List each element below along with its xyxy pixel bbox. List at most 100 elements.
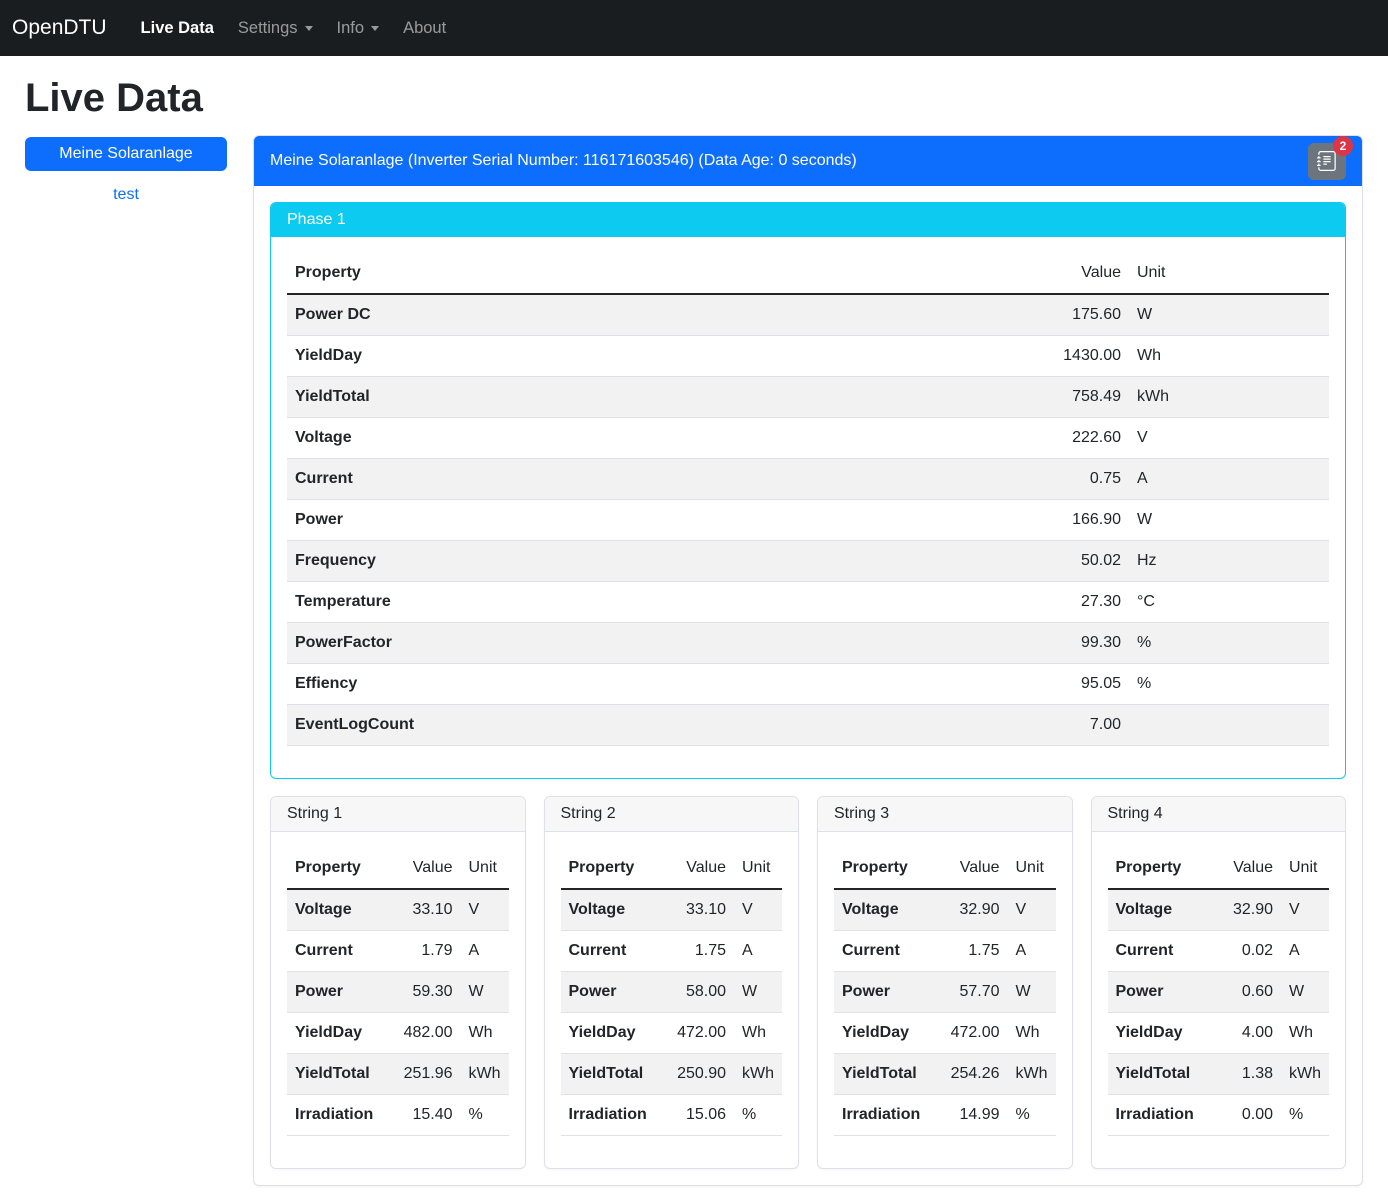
unit-cell: V <box>734 889 782 931</box>
eventlog-button[interactable]: 2 <box>1308 135 1353 180</box>
value-cell: 33.10 <box>386 889 461 931</box>
table-row: Current 1.79 A <box>287 930 509 972</box>
table-row: Power 57.70 W <box>834 971 1056 1013</box>
unit-cell: kWh <box>734 1053 782 1095</box>
nav-item-settings[interactable]: Settings <box>230 11 321 46</box>
table-row: YieldTotal 758.49 kWh <box>287 376 1329 418</box>
unit-cell: A <box>1129 458 1329 500</box>
test-inverter-link[interactable]: test <box>113 186 139 203</box>
property-cell: Current <box>560 930 660 972</box>
chevron-down-icon <box>304 25 313 31</box>
value-cell: 0.75 <box>1019 458 1129 500</box>
property-cell: Current <box>834 930 934 972</box>
column-header-value: Value <box>660 848 734 890</box>
unit-cell: V <box>1129 417 1329 459</box>
chevron-down-icon <box>371 25 380 31</box>
string-table-body: Voltage 33.10 V Current 1.79 A Power 59.30 W Yiel… <box>287 889 509 1136</box>
unit-cell: Wh <box>734 1012 782 1054</box>
main-content: Meine Solaranlage (Inverter Serial Numbe… <box>253 135 1363 1186</box>
unit-cell: Hz <box>1129 540 1329 582</box>
unit-cell: W <box>734 971 782 1013</box>
unit-cell: A <box>734 930 782 972</box>
inverter-select-button[interactable]: Meine Solaranlage <box>25 137 227 171</box>
table-row: Irradiation 14.99% <box>834 1094 1056 1136</box>
property-cell: Voltage <box>560 889 660 931</box>
property-cell: Voltage <box>1107 889 1207 931</box>
unit-cell: V <box>1281 889 1329 931</box>
table-row: YieldTotal 250.90 kWh <box>560 1053 782 1095</box>
property-cell: Irradiation <box>1107 1094 1207 1136</box>
value-cell: 15.06 <box>660 1094 734 1136</box>
property-cell: Irradiation <box>287 1094 387 1136</box>
value-cell: 27.30 <box>1019 581 1129 623</box>
string-card-body: Property Value Unit Voltage 33.10 V Current… <box>545 832 799 1168</box>
table-row: YieldTotal 254.26 kWh <box>834 1053 1056 1095</box>
column-header-property: Property <box>287 253 1019 295</box>
value-cell: 250.90 <box>660 1053 734 1095</box>
string-table: Property Value Unit Voltage 32.90 V Current… <box>834 848 1056 1136</box>
unit-cell <box>1129 704 1329 746</box>
phase-card-title: Phase 1 <box>271 203 1345 237</box>
table-row: PowerFactor 99.30% <box>287 622 1329 664</box>
unit-cell: kWh <box>460 1053 509 1095</box>
value-cell: 472.00 <box>933 1012 1008 1054</box>
property-cell: YieldTotal <box>287 376 1019 418</box>
property-cell: Current <box>1107 930 1207 972</box>
value-cell: 1.79 <box>386 930 461 972</box>
value-cell: 1.38 <box>1207 1053 1281 1095</box>
property-cell: Power DC <box>287 294 1019 336</box>
property-cell: YieldTotal <box>1107 1053 1207 1095</box>
table-row: Effiency 95.05% <box>287 663 1329 705</box>
table-row: YieldDay 1430.00 Wh <box>287 335 1329 377</box>
nav-item-info[interactable]: Info <box>329 11 388 46</box>
property-cell: Irradiation <box>834 1094 934 1136</box>
table-header-row: Property Value Unit <box>287 253 1329 295</box>
table-row: Power 166.90 W <box>287 499 1329 541</box>
unit-cell: Wh <box>1281 1012 1329 1054</box>
property-cell: Frequency <box>287 540 1019 582</box>
phase-table: Property Value Unit Power DC 175.60 W Yield… <box>287 253 1329 746</box>
value-cell: 0.00 <box>1207 1094 1281 1136</box>
nav-item-label: Live Data <box>140 18 214 37</box>
table-row: YieldDay 4.00 Wh <box>1107 1012 1329 1054</box>
value-cell: 7.00 <box>1019 704 1129 746</box>
column-header-unit: Unit <box>1129 253 1329 295</box>
unit-cell: % <box>1281 1094 1329 1136</box>
table-row: Current 0.02 A <box>1107 930 1329 972</box>
unit-cell: Wh <box>1007 1012 1056 1054</box>
string-card: String 3 Property Value Unit Voltage 32.9… <box>817 796 1073 1169</box>
value-cell: 32.90 <box>1207 889 1281 931</box>
phase-card: Phase 1 Property Value Unit <box>270 202 1346 779</box>
property-cell: Power <box>1107 971 1207 1013</box>
property-cell: PowerFactor <box>287 622 1019 664</box>
unit-cell: A <box>1007 930 1056 972</box>
unit-cell: % <box>1129 663 1329 705</box>
unit-cell: % <box>1007 1094 1056 1136</box>
string-table: Property Value Unit Voltage 32.90 V Current… <box>1107 848 1329 1136</box>
table-row: Current 0.75 A <box>287 458 1329 500</box>
table-row: Voltage 33.10 V <box>287 889 509 931</box>
table-row: Power 59.30 W <box>287 971 509 1013</box>
inverter-sidebar: Meine Solaranlage test <box>25 135 227 204</box>
string-card-body: Property Value Unit Voltage 33.10 V Current… <box>271 832 525 1168</box>
string-table: Property Value Unit Voltage 33.10 V Current… <box>560 848 782 1136</box>
inverter-card: Meine Solaranlage (Inverter Serial Numbe… <box>253 135 1363 1186</box>
property-cell: YieldDay <box>560 1012 660 1054</box>
column-header-property: Property <box>834 848 934 890</box>
table-row: Temperature 27.30 °C <box>287 581 1329 623</box>
eventlog-count-badge: 2 <box>1333 135 1353 156</box>
value-cell: 482.00 <box>386 1012 461 1054</box>
nav-item-live-data[interactable]: Live Data <box>133 11 222 46</box>
property-cell: Voltage <box>287 417 1019 459</box>
table-row: Current 1.75 A <box>834 930 1056 972</box>
table-header-row: Property Value Unit <box>1107 848 1329 890</box>
property-cell: Power <box>560 971 660 1013</box>
unit-cell: V <box>1007 889 1056 931</box>
unit-cell: W <box>1129 499 1329 541</box>
nav-item-about[interactable]: About <box>395 11 454 46</box>
column-header-property: Property <box>287 848 387 890</box>
column-header-value: Value <box>933 848 1008 890</box>
nav-item-label: Settings <box>237 18 298 37</box>
phase-card-body: Property Value Unit Power DC 175.60 W Yield… <box>271 237 1345 778</box>
brand-logo[interactable]: OpenDTU <box>12 16 107 39</box>
